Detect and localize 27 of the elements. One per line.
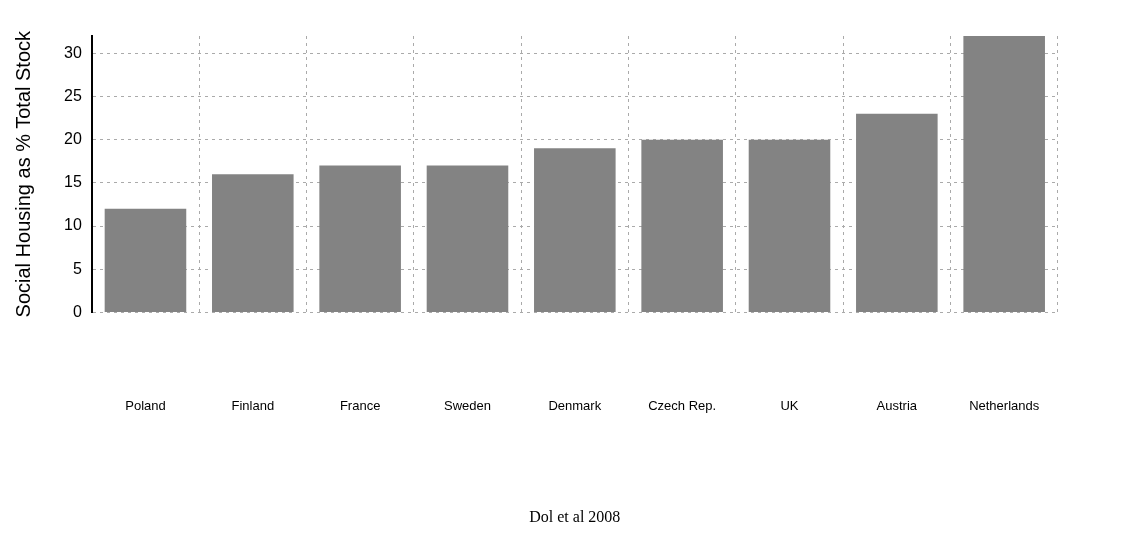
x-tick-label: Poland (125, 397, 166, 413)
y-tick-label: 10 (64, 216, 82, 234)
x-tick-label: Sweden (443, 397, 491, 413)
bar (534, 148, 616, 312)
bar (319, 165, 401, 312)
x-tick-label: Denmark (548, 397, 602, 413)
x-tick-label: UK (780, 397, 799, 413)
x-tick-label: Finland (231, 397, 275, 413)
x-tick-label: Austria (876, 397, 918, 413)
y-tick-label: 0 (72, 302, 82, 320)
y-tick-label: 20 (64, 130, 82, 148)
y-axis-title: Social Housing as % Total Stock (11, 29, 34, 318)
bar (212, 174, 294, 312)
bar (963, 36, 1045, 312)
y-tick-label: 30 (64, 43, 82, 61)
x-tick-label: Czech Rep. (648, 397, 717, 413)
text: Dol et al 2008 (529, 508, 621, 526)
bar (641, 139, 723, 312)
x-tick-label: Netherlands (969, 397, 1040, 413)
y-tick-label: 15 (64, 173, 82, 191)
bar (426, 165, 509, 312)
bar (856, 113, 938, 312)
bar (104, 208, 187, 312)
y-tick-label: 5 (72, 259, 82, 277)
bar (748, 139, 831, 312)
y-tick-label: 25 (64, 86, 82, 104)
x-tick-label: France (339, 397, 381, 413)
